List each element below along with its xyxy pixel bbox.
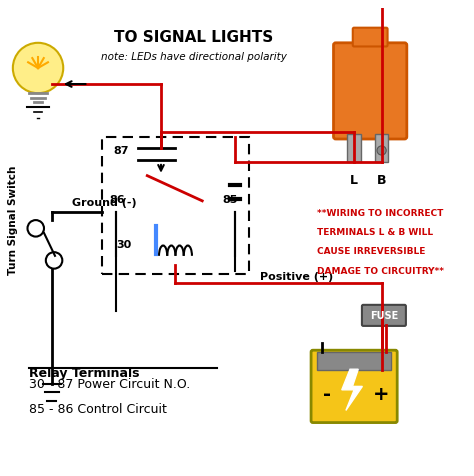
Bar: [318, 352, 391, 371]
FancyBboxPatch shape: [334, 44, 407, 140]
Text: FUSE: FUSE: [370, 311, 398, 321]
Circle shape: [46, 253, 62, 269]
Circle shape: [27, 221, 44, 237]
Circle shape: [13, 44, 63, 94]
Circle shape: [377, 147, 386, 156]
Text: TO SIGNAL LIGHTS: TO SIGNAL LIGHTS: [114, 30, 273, 45]
Text: Turn Signal Switch: Turn Signal Switch: [8, 165, 18, 274]
Text: 85: 85: [222, 194, 237, 204]
Text: **WIRING TO INCORRECT: **WIRING TO INCORRECT: [318, 208, 444, 218]
Bar: [347, 135, 361, 163]
Text: DAMAGE TO CIRCUITRY**: DAMAGE TO CIRCUITRY**: [318, 266, 445, 275]
Bar: [102, 138, 249, 275]
Text: Ground (-): Ground (-): [73, 198, 137, 208]
Text: L: L: [350, 174, 358, 187]
Text: TERMINALS L & B WILL: TERMINALS L & B WILL: [318, 228, 434, 237]
Bar: [375, 135, 389, 163]
Text: 30 - 87 Power Circuit N.O.: 30 - 87 Power Circuit N.O.: [29, 377, 190, 390]
Text: Relay Terminals: Relay Terminals: [29, 366, 139, 379]
FancyBboxPatch shape: [311, 350, 397, 423]
Polygon shape: [342, 369, 363, 411]
Text: 85 - 86 Control Circuit: 85 - 86 Control Circuit: [29, 403, 167, 416]
Text: B: B: [377, 174, 386, 187]
FancyBboxPatch shape: [353, 29, 388, 48]
Text: 87: 87: [113, 146, 129, 156]
Text: +: +: [374, 384, 390, 403]
Text: 86: 86: [109, 194, 125, 204]
Text: Positive (+): Positive (+): [260, 272, 334, 282]
Text: CAUSE IRREVERSIBLE: CAUSE IRREVERSIBLE: [318, 247, 426, 256]
FancyBboxPatch shape: [362, 305, 406, 326]
Text: 30: 30: [116, 239, 131, 249]
Text: -: -: [323, 384, 331, 403]
Text: note: LEDs have directional polarity: note: LEDs have directional polarity: [101, 51, 287, 61]
